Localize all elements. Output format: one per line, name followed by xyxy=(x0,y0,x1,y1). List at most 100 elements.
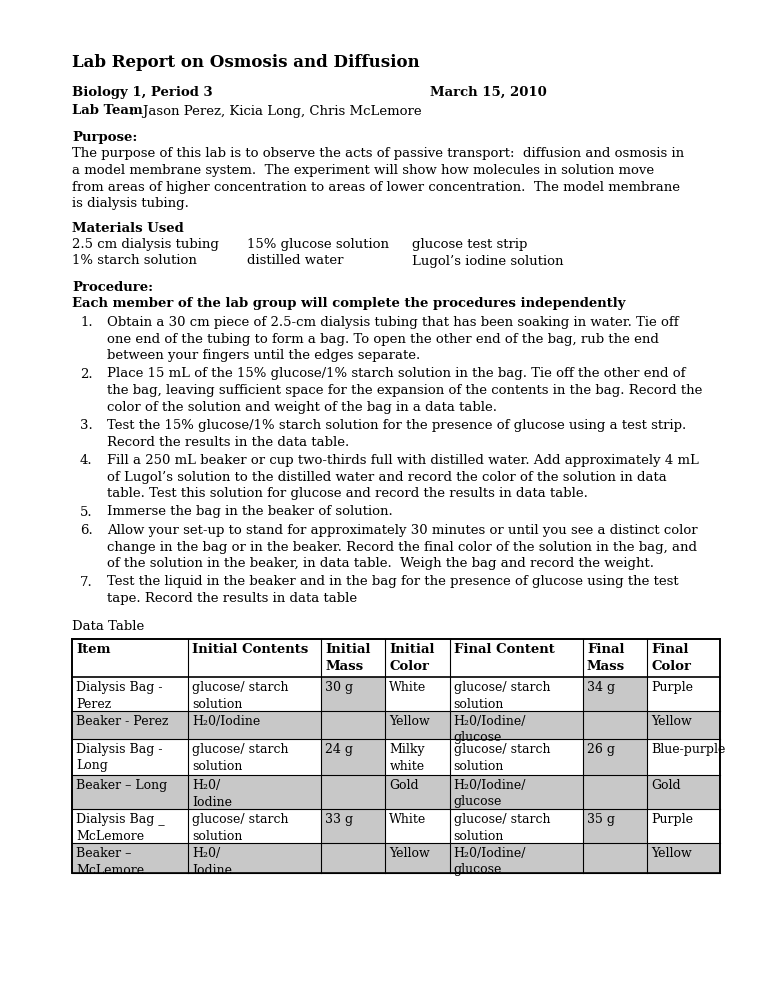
Text: Place 15 mL of the 15% glucose/1% starch solution in the bag. Tie off the other : Place 15 mL of the 15% glucose/1% starch… xyxy=(107,368,686,381)
Text: 7.: 7. xyxy=(80,576,93,588)
Text: Biology 1, Period 3: Biology 1, Period 3 xyxy=(72,86,213,99)
Text: glucose/ starch: glucose/ starch xyxy=(192,813,289,826)
Text: 2.5 cm dialysis tubing: 2.5 cm dialysis tubing xyxy=(72,238,219,251)
Text: Yellow: Yellow xyxy=(389,715,430,728)
Bar xyxy=(72,677,720,711)
Text: :  Jason Perez, Kicia Long, Chris McLemore: : Jason Perez, Kicia Long, Chris McLemor… xyxy=(130,104,422,117)
Text: Iodine: Iodine xyxy=(192,864,232,877)
Text: 35 g: 35 g xyxy=(587,813,615,826)
Text: Procedure:: Procedure: xyxy=(72,281,153,294)
Bar xyxy=(72,809,720,843)
Text: 34 g: 34 g xyxy=(587,681,615,694)
Text: solution: solution xyxy=(192,830,243,843)
Text: 15% glucose solution: 15% glucose solution xyxy=(247,238,389,251)
Text: Iodine: Iodine xyxy=(192,795,232,808)
Text: Initial Contents: Initial Contents xyxy=(192,643,308,656)
Bar xyxy=(583,677,647,711)
Text: glucose: glucose xyxy=(454,732,502,745)
Text: H₂0/Iodine/: H₂0/Iodine/ xyxy=(454,779,526,792)
Text: Color: Color xyxy=(389,659,429,673)
Text: table. Test this solution for glucose and record the results in data table.: table. Test this solution for glucose an… xyxy=(107,487,588,500)
Text: H₂0/Iodine/: H₂0/Iodine/ xyxy=(454,715,526,728)
Text: Perez: Perez xyxy=(76,698,111,711)
Text: glucose: glucose xyxy=(454,864,502,877)
Text: Fill a 250 mL beaker or cup two-thirds full with distilled water. Add approximat: Fill a 250 mL beaker or cup two-thirds f… xyxy=(107,454,699,467)
Text: of Lugol’s solution to the distilled water and record the color of the solution : of Lugol’s solution to the distilled wat… xyxy=(107,470,667,483)
Text: 6.: 6. xyxy=(80,524,93,537)
Text: distilled water: distilled water xyxy=(247,254,343,267)
Text: solution: solution xyxy=(192,698,243,711)
Text: 5.: 5. xyxy=(80,506,93,519)
Text: 24 g: 24 g xyxy=(325,743,353,756)
Bar xyxy=(72,711,720,739)
Text: McLemore: McLemore xyxy=(76,864,144,877)
Text: Each member of the lab group will complete the procedures independently: Each member of the lab group will comple… xyxy=(72,297,625,310)
Text: H₂0/Iodine: H₂0/Iodine xyxy=(192,715,260,728)
Text: of the solution in the beaker, in data table.  Weigh the bag and record the weig: of the solution in the beaker, in data t… xyxy=(107,557,654,570)
Text: 2.: 2. xyxy=(80,368,93,381)
Text: Mass: Mass xyxy=(587,659,625,673)
Text: 30 g: 30 g xyxy=(325,681,353,694)
Text: Yellow: Yellow xyxy=(651,847,692,860)
Text: Mass: Mass xyxy=(325,659,363,673)
Text: glucose/ starch: glucose/ starch xyxy=(454,743,550,756)
Text: H₂0/: H₂0/ xyxy=(192,847,220,860)
Bar xyxy=(321,677,386,711)
Text: 26 g: 26 g xyxy=(587,743,615,756)
Bar xyxy=(72,639,720,873)
Text: glucose/ starch: glucose/ starch xyxy=(454,813,550,826)
Text: Gold: Gold xyxy=(389,779,419,792)
Text: Lab Report on Osmosis and Diffusion: Lab Report on Osmosis and Diffusion xyxy=(72,54,419,71)
Text: the bag, leaving sufficient space for the expansion of the contents in the bag. : the bag, leaving sufficient space for th… xyxy=(107,384,703,397)
Text: White: White xyxy=(389,813,427,826)
Text: 3.: 3. xyxy=(80,419,93,432)
Text: H₂0/: H₂0/ xyxy=(192,779,220,792)
Text: solution: solution xyxy=(192,759,243,772)
Text: a model membrane system.  The experiment will show how molecules in solution mov: a model membrane system. The experiment … xyxy=(72,164,654,177)
Bar xyxy=(72,843,720,873)
Bar xyxy=(321,739,386,775)
Text: Final Content: Final Content xyxy=(454,643,554,656)
Text: Long: Long xyxy=(76,759,108,772)
Text: Allow your set-up to stand for approximately 30 minutes or until you see a disti: Allow your set-up to stand for approxima… xyxy=(107,524,697,537)
Text: 33 g: 33 g xyxy=(325,813,353,826)
Text: Dialysis Bag _: Dialysis Bag _ xyxy=(76,813,164,826)
Bar xyxy=(321,809,386,843)
Text: glucose test strip: glucose test strip xyxy=(412,238,528,251)
Text: one end of the tubing to form a bag. To open the other end of the bag, rub the e: one end of the tubing to form a bag. To … xyxy=(107,333,659,346)
Text: Gold: Gold xyxy=(651,779,680,792)
Text: solution: solution xyxy=(454,759,504,772)
Text: Lab Team: Lab Team xyxy=(72,104,143,117)
Text: Final: Final xyxy=(587,643,624,656)
Text: White: White xyxy=(389,681,427,694)
Text: Purple: Purple xyxy=(651,813,694,826)
Bar xyxy=(72,739,720,775)
Text: Data Table: Data Table xyxy=(72,620,144,633)
Text: Lugol’s iodine solution: Lugol’s iodine solution xyxy=(412,254,564,267)
Text: Initial: Initial xyxy=(325,643,371,656)
Text: white: white xyxy=(389,759,425,772)
Text: glucose/ starch: glucose/ starch xyxy=(454,681,550,694)
Text: H₂0/Iodine/: H₂0/Iodine/ xyxy=(454,847,526,860)
Text: The purpose of this lab is to observe the acts of passive transport:  diffusion : The purpose of this lab is to observe th… xyxy=(72,147,684,160)
Bar xyxy=(72,775,720,809)
Text: glucose/ starch: glucose/ starch xyxy=(192,743,289,756)
Text: Dialysis Bag -: Dialysis Bag - xyxy=(76,681,163,694)
Text: Test the 15% glucose/1% starch solution for the presence of glucose using a test: Test the 15% glucose/1% starch solution … xyxy=(107,419,687,432)
Text: Purpose:: Purpose: xyxy=(72,131,137,144)
Text: color of the solution and weight of the bag in a data table.: color of the solution and weight of the … xyxy=(107,401,497,414)
Text: 1% starch solution: 1% starch solution xyxy=(72,254,197,267)
Text: Yellow: Yellow xyxy=(651,715,692,728)
Text: solution: solution xyxy=(454,698,504,711)
Text: Milky: Milky xyxy=(389,743,425,756)
Bar xyxy=(583,739,647,775)
Text: Purple: Purple xyxy=(651,681,694,694)
Text: from areas of higher concentration to areas of lower concentration.  The model m: from areas of higher concentration to ar… xyxy=(72,181,680,194)
Text: McLemore: McLemore xyxy=(76,830,144,843)
Text: Obtain a 30 cm piece of 2.5-cm dialysis tubing that has been soaking in water. T: Obtain a 30 cm piece of 2.5-cm dialysis … xyxy=(107,316,679,329)
Text: Final: Final xyxy=(651,643,689,656)
Text: Beaker –: Beaker – xyxy=(76,847,131,860)
Text: Materials Used: Materials Used xyxy=(72,222,184,235)
Text: Beaker – Long: Beaker – Long xyxy=(76,779,167,792)
Text: is dialysis tubing.: is dialysis tubing. xyxy=(72,197,189,210)
